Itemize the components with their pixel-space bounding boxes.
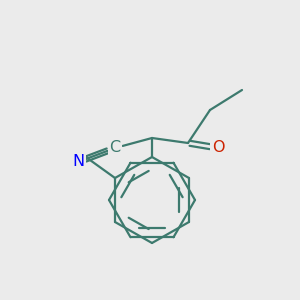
Text: N: N (72, 154, 84, 169)
Text: O: O (212, 140, 224, 155)
Text: C: C (110, 140, 121, 155)
